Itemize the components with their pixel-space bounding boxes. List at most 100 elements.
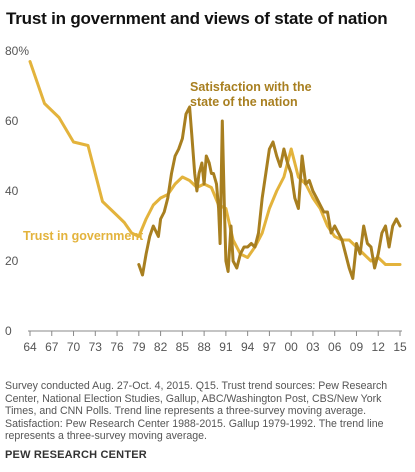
satisfaction-line bbox=[137, 105, 402, 280]
satisfaction-data-point bbox=[163, 211, 165, 213]
satisfaction-data-point bbox=[297, 207, 300, 210]
trust-data-point bbox=[268, 207, 271, 210]
x-tick-label: 67 bbox=[45, 340, 59, 354]
satisfaction-data-point bbox=[198, 172, 200, 175]
satisfaction-data-point bbox=[301, 155, 303, 157]
satisfaction-data-point bbox=[268, 148, 271, 150]
trust-data-point bbox=[297, 176, 300, 178]
satisfaction-data-point bbox=[265, 172, 267, 175]
series-label-satisfaction-line1: Satisfaction with the bbox=[190, 80, 312, 94]
satisfaction-data-point bbox=[399, 225, 401, 227]
satisfaction-data-point bbox=[366, 242, 368, 245]
satisfaction-data-point bbox=[194, 172, 196, 175]
satisfaction-data-point bbox=[215, 183, 218, 185]
trust-data-point bbox=[181, 176, 183, 178]
satisfaction-data-point bbox=[254, 246, 256, 248]
trust-data-point bbox=[159, 197, 162, 199]
satisfaction-data-point bbox=[159, 218, 162, 220]
satisfaction-data-point bbox=[359, 253, 361, 255]
x-tick-label: 70 bbox=[67, 340, 81, 354]
y-tick-label: 60 bbox=[5, 114, 19, 128]
trust-data-point bbox=[101, 200, 104, 203]
trust-data-point bbox=[116, 214, 118, 217]
x-tick-label: 94 bbox=[241, 340, 255, 354]
satisfaction-data-point bbox=[330, 232, 332, 234]
series-label-satisfaction-line2: state of the nation bbox=[190, 95, 298, 109]
trust-data-point bbox=[384, 263, 387, 266]
trust-data-point bbox=[334, 235, 336, 238]
satisfaction-data-point bbox=[308, 179, 310, 182]
satisfaction-data-point bbox=[279, 165, 281, 168]
satisfaction-data-point bbox=[243, 246, 245, 248]
x-tick-label: 79 bbox=[132, 340, 146, 354]
satisfaction-data-point bbox=[363, 225, 365, 227]
x-tick-label: 00 bbox=[284, 340, 298, 354]
trust-data-point bbox=[247, 256, 249, 259]
trust-data-point bbox=[290, 148, 292, 150]
satisfaction-data-point bbox=[178, 148, 180, 150]
trust-data-point bbox=[145, 218, 147, 220]
satisfaction-data-point bbox=[191, 134, 193, 136]
satisfaction-data-point bbox=[388, 246, 390, 248]
satisfaction-data-point bbox=[261, 197, 263, 199]
satisfaction-data-point bbox=[208, 162, 210, 164]
source-credit: PEW RESEARCH CENTER bbox=[5, 449, 147, 461]
satisfaction-data-point bbox=[138, 263, 140, 266]
trust-data-point bbox=[348, 239, 350, 241]
trust-data-point bbox=[326, 225, 329, 227]
x-tick-label: 09 bbox=[350, 340, 364, 354]
satisfaction-data-point bbox=[341, 239, 343, 241]
trust-data-point bbox=[261, 232, 263, 234]
note-satisfaction-sources: Satisfaction: Pew Research Center 1988-2… bbox=[5, 417, 384, 443]
satisfaction-data-point bbox=[348, 267, 350, 269]
trust-data-point bbox=[370, 260, 372, 262]
satisfaction-data-point bbox=[212, 172, 215, 175]
trust-data-point bbox=[72, 141, 75, 143]
trust-data-point bbox=[43, 102, 46, 105]
satisfaction-data-point bbox=[377, 253, 379, 255]
satisfaction-data-point bbox=[145, 253, 147, 255]
satisfaction-data-point bbox=[395, 218, 397, 220]
satisfaction-data-point bbox=[221, 120, 223, 122]
satisfaction-data-point bbox=[230, 225, 232, 227]
x-tick-label: 85 bbox=[176, 340, 190, 354]
satisfaction-data-point bbox=[167, 197, 169, 199]
satisfaction-data-point bbox=[283, 148, 285, 150]
trust-data-point bbox=[276, 190, 278, 192]
trust-data-point bbox=[123, 221, 125, 224]
satisfaction-data-point bbox=[232, 260, 234, 262]
series-lines bbox=[28, 60, 402, 280]
satisfaction-data-point bbox=[276, 155, 278, 157]
satisfaction-data-point bbox=[174, 155, 176, 157]
line-chart: 0 20 40 60 80% 64 67 70 73 76 79 82 85 88 91 94 97 00 03 0… bbox=[5, 44, 407, 354]
satisfaction-data-point bbox=[236, 267, 238, 269]
satisfaction-data-point bbox=[257, 232, 260, 234]
trust-data-point bbox=[130, 232, 133, 234]
satisfaction-data-point bbox=[326, 211, 329, 213]
satisfaction-data-point bbox=[239, 253, 241, 255]
x-tick-label: 12 bbox=[372, 340, 386, 354]
satisfaction-data-point bbox=[170, 172, 173, 175]
satisfaction-data-point bbox=[219, 242, 221, 245]
trust-data-point bbox=[58, 116, 60, 119]
satisfaction-data-point bbox=[305, 183, 307, 185]
satisfaction-data-point bbox=[352, 277, 354, 280]
x-tick-label: 64 bbox=[23, 340, 37, 354]
trust-data-point bbox=[29, 60, 31, 63]
satisfaction-data-point bbox=[196, 190, 198, 192]
trust-data-point bbox=[138, 235, 140, 238]
x-tick-label: 97 bbox=[263, 340, 277, 354]
satisfaction-data-point bbox=[227, 270, 229, 273]
x-tick-label: 91 bbox=[219, 340, 233, 354]
satisfaction-data-point bbox=[181, 137, 183, 140]
y-tick-label: 0 bbox=[5, 324, 12, 338]
note-trust-sources: Survey conducted Aug. 27-Oct. 4, 2015. Q… bbox=[5, 380, 388, 418]
satisfaction-data-point bbox=[250, 242, 252, 245]
satisfaction-data-point bbox=[290, 172, 292, 175]
satisfaction-data-point bbox=[189, 106, 191, 108]
satisfaction-data-point bbox=[323, 211, 325, 213]
trust-data-point bbox=[312, 197, 314, 199]
chart-notes: Survey conducted Aug. 27-Oct. 4, 2015. Q… bbox=[5, 380, 410, 443]
x-tick-label: 03 bbox=[306, 340, 320, 354]
y-tick-label: 20 bbox=[5, 254, 19, 268]
